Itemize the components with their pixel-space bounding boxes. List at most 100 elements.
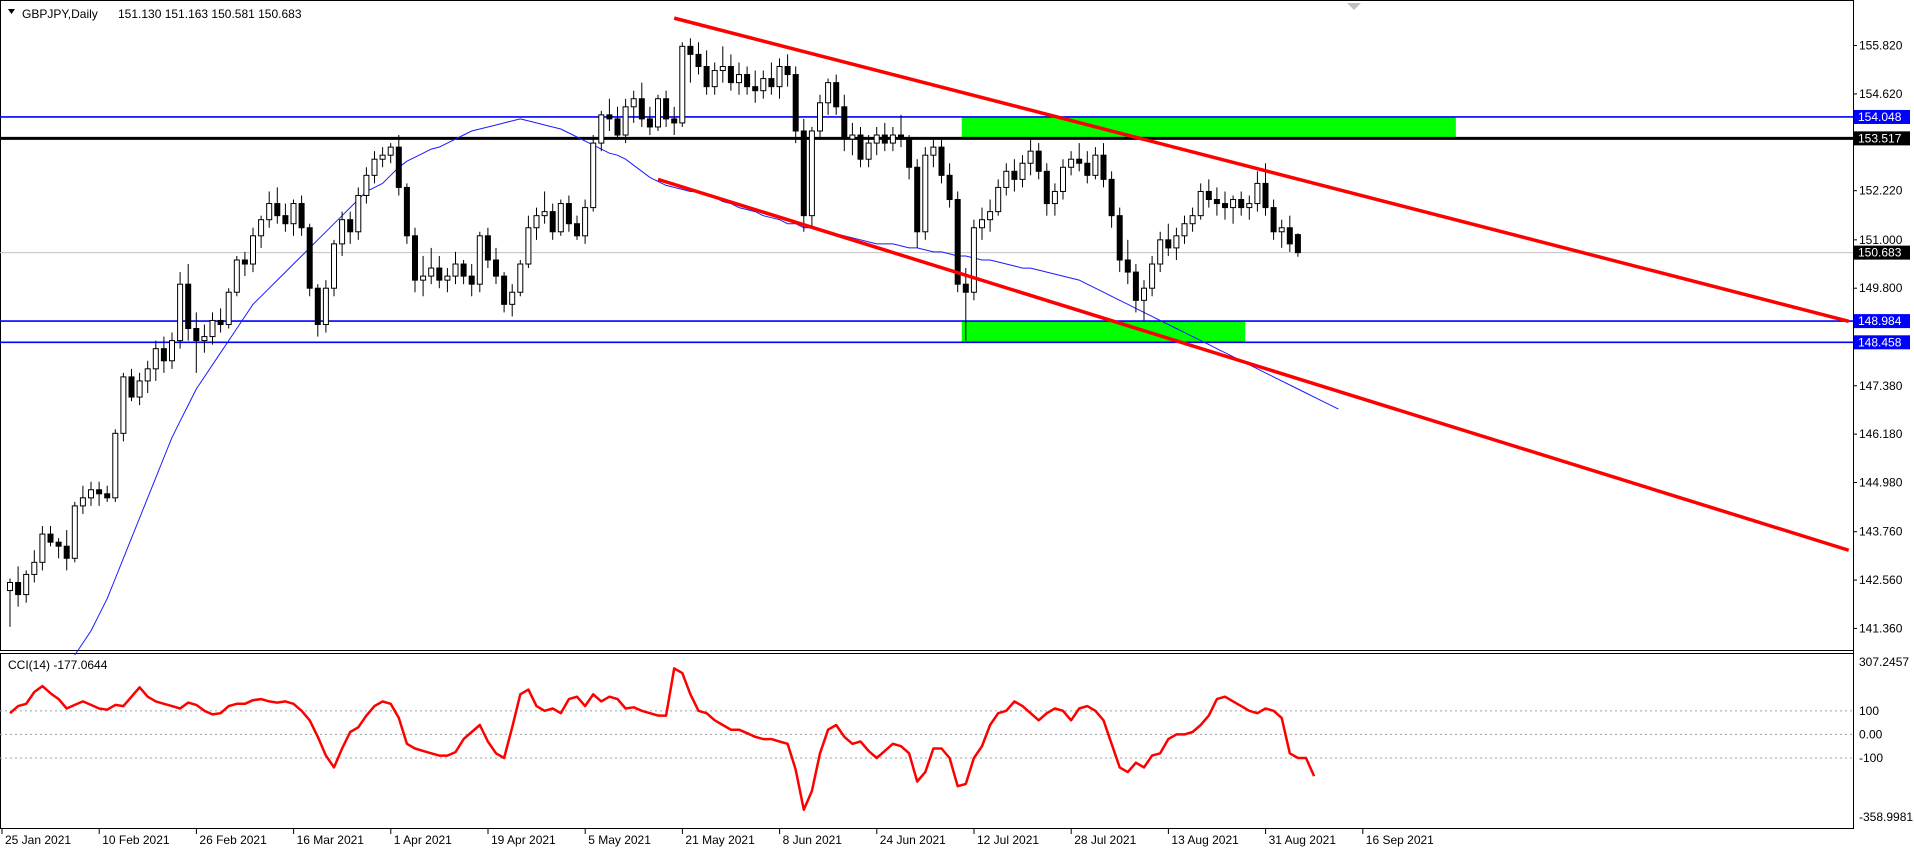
candle-body bbox=[525, 227, 532, 265]
cci-indicator bbox=[0, 667, 1853, 812]
candle-body bbox=[493, 259, 499, 277]
cci-label: CCI(14) -177.0644 bbox=[8, 658, 108, 672]
candle-77 bbox=[630, 90, 637, 123]
tag-153-517: 153.517 bbox=[1858, 131, 1902, 145]
price-axis-label: 147.380 bbox=[1859, 379, 1903, 393]
candle-154 bbox=[1254, 171, 1261, 212]
tag-148-458: 148.458 bbox=[1858, 335, 1902, 349]
candle-152 bbox=[1238, 191, 1245, 216]
candle-body bbox=[1173, 235, 1180, 249]
cci-axis-label: -358.9981 bbox=[1859, 810, 1913, 824]
time-axis-label: 24 Jun 2021 bbox=[880, 833, 946, 847]
candle-body bbox=[565, 203, 572, 225]
candle-13 bbox=[112, 429, 119, 502]
candle-body bbox=[849, 134, 856, 140]
time-axis-label: 26 Feb 2021 bbox=[199, 833, 267, 847]
candle-body bbox=[233, 259, 240, 293]
candle-body bbox=[1294, 234, 1301, 254]
tag-148-984-bg bbox=[1854, 314, 1910, 329]
candle-92 bbox=[752, 70, 759, 103]
candle-52 bbox=[428, 247, 435, 285]
candle-body bbox=[217, 319, 224, 325]
chart-shift-marker[interactable] bbox=[1347, 3, 1361, 10]
candle-body bbox=[1189, 215, 1196, 225]
tag-148-458-bg bbox=[1854, 335, 1910, 350]
candle-93 bbox=[760, 70, 767, 99]
candle-8 bbox=[71, 501, 78, 563]
candle-42 bbox=[347, 211, 354, 244]
candle-48 bbox=[395, 135, 402, 196]
cci-axis: 307.2457 100 0.00 -100 -358.9981 bbox=[1859, 655, 1913, 824]
candle-138 bbox=[1124, 239, 1131, 285]
candle-60 bbox=[493, 247, 499, 285]
candle-body bbox=[484, 235, 491, 261]
candle-99 bbox=[808, 126, 815, 228]
candle-104 bbox=[849, 122, 856, 156]
candle-14 bbox=[120, 372, 127, 442]
candle-109 bbox=[889, 126, 896, 152]
candle-37 bbox=[306, 223, 313, 297]
candle-128 bbox=[1043, 163, 1050, 216]
candle-body bbox=[128, 376, 135, 398]
candle-body bbox=[1278, 227, 1285, 233]
candle-7 bbox=[63, 530, 70, 571]
candle-5 bbox=[47, 526, 54, 547]
candle-body bbox=[460, 263, 467, 277]
candle-body bbox=[938, 146, 945, 176]
candle-body bbox=[363, 174, 370, 196]
cci-axis-label: 307.2457 bbox=[1859, 655, 1909, 669]
candle-body bbox=[1092, 154, 1099, 176]
candle-10 bbox=[88, 481, 94, 506]
candle-body bbox=[387, 146, 394, 156]
candle-120 bbox=[979, 207, 985, 240]
candle-88 bbox=[719, 46, 726, 83]
symbol-dropdown-icon[interactable] bbox=[8, 9, 15, 14]
candle-body bbox=[39, 533, 46, 563]
candle-95 bbox=[776, 58, 783, 99]
candle-body bbox=[1246, 203, 1253, 209]
candle-156 bbox=[1270, 199, 1277, 240]
candle-body bbox=[331, 243, 337, 289]
candle-body bbox=[914, 166, 921, 233]
candle-body bbox=[1124, 259, 1131, 273]
candle-body bbox=[646, 118, 653, 128]
candle-body bbox=[1197, 190, 1204, 217]
candle-15 bbox=[128, 368, 135, 402]
candle-55 bbox=[452, 251, 459, 285]
candle-body bbox=[606, 114, 613, 120]
candle-100 bbox=[817, 94, 823, 140]
candle-body bbox=[760, 78, 767, 92]
trendline-0 bbox=[673, 16, 1850, 323]
candle-65 bbox=[533, 207, 540, 240]
trendline-1 bbox=[657, 177, 1850, 552]
candle-81 bbox=[663, 90, 670, 127]
time-axis-label: 28 Jul 2021 bbox=[1074, 833, 1136, 847]
candle-body bbox=[962, 283, 969, 293]
candle-body bbox=[679, 45, 686, 124]
price-axis-label: 151.000 bbox=[1859, 233, 1903, 247]
candle-127 bbox=[1035, 143, 1042, 180]
candle-body bbox=[1230, 199, 1237, 209]
candle-114 bbox=[930, 139, 937, 168]
candle-body bbox=[258, 219, 265, 237]
candle-body bbox=[817, 102, 823, 132]
candle-body bbox=[703, 65, 710, 88]
candle-56 bbox=[460, 259, 467, 285]
price-pane-frame bbox=[0, 0, 1854, 651]
candle-body bbox=[533, 215, 540, 229]
candle-21 bbox=[177, 272, 184, 349]
candle-130 bbox=[1060, 159, 1066, 200]
candle-119 bbox=[970, 219, 977, 301]
candle-body bbox=[752, 86, 759, 92]
trend-channel-lines bbox=[657, 16, 1850, 552]
candle-149 bbox=[1213, 187, 1220, 216]
candle-body bbox=[347, 219, 354, 233]
candle-134 bbox=[1092, 147, 1099, 180]
candle-159 bbox=[1294, 233, 1301, 257]
candle-body bbox=[136, 380, 143, 398]
candle-111 bbox=[906, 135, 913, 180]
candle-body bbox=[590, 142, 597, 209]
candle-body bbox=[889, 134, 896, 144]
candle-33 bbox=[274, 187, 281, 224]
